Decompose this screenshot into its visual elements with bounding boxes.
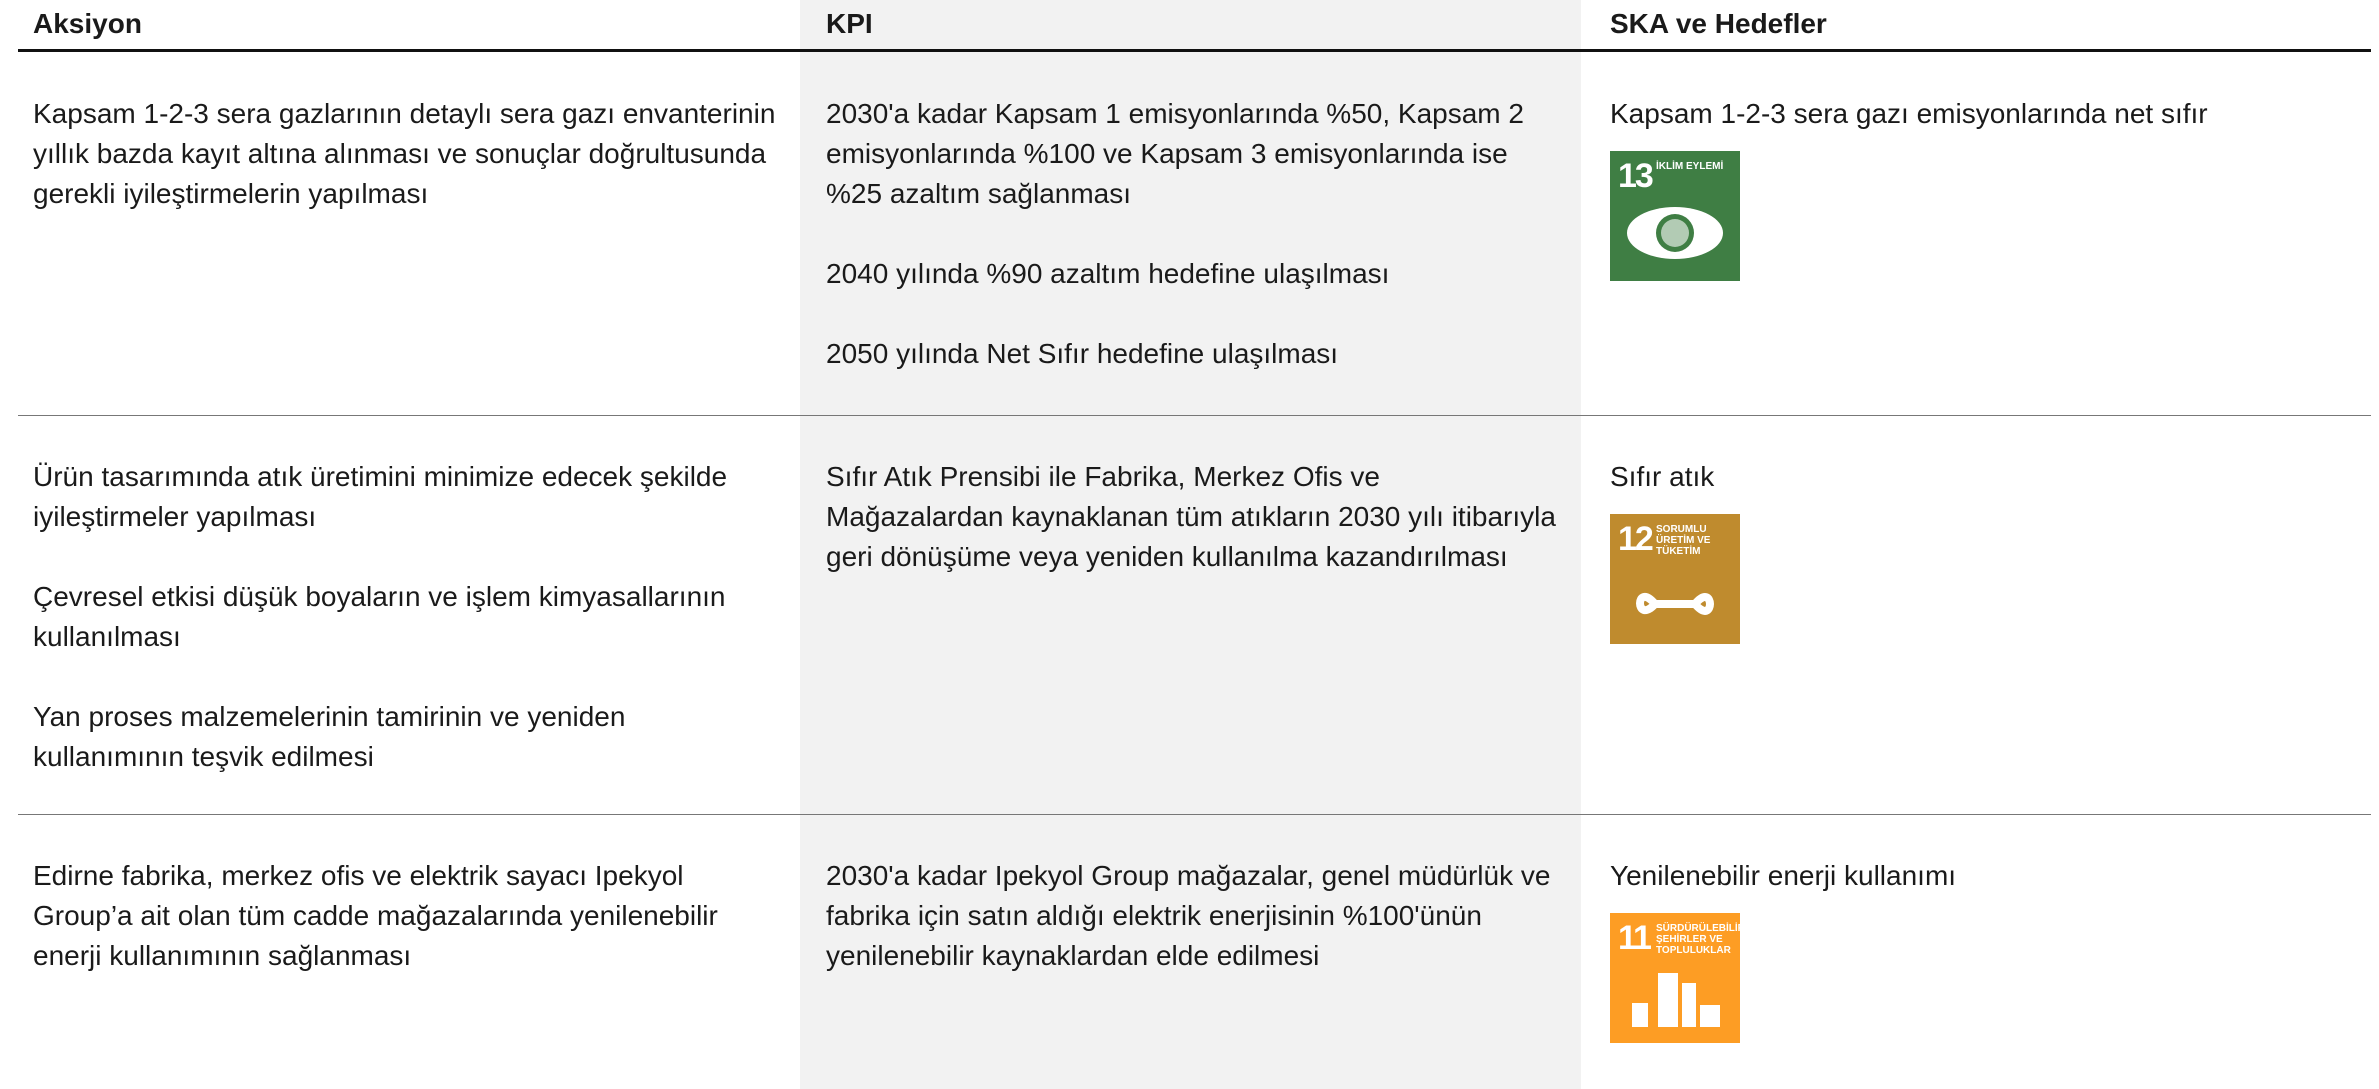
sdg-number: 11: [1618, 919, 1652, 957]
sdg-label: SORUMLU ÜRETİM VE TÜKETİM: [1656, 524, 1711, 557]
kpi-text: 2050 yılında Net Sıfır hedefine ulaşılma…: [826, 338, 1339, 369]
column-header: KPI: [826, 8, 873, 39]
action-cell: Ürün tasarımında atık üretimini minimize…: [33, 457, 783, 817]
column-header: SKA ve Hedefler: [1610, 8, 1827, 39]
kpi-cell: 2030'a kadar Ipekyol Group mağazalar, ge…: [826, 856, 1556, 1016]
kpi-text: 2030'a kadar Ipekyol Group mağazalar, ge…: [826, 860, 1551, 971]
kpi-text: 2040 yılında %90 azaltım hedefine ulaşıl…: [826, 258, 1390, 289]
kpi-column-background: [800, 0, 1581, 1089]
kpi-cell: Sıfır Atık Prensibi ile Fabrika, Merkez …: [826, 457, 1556, 617]
action-text: Çevresel etkisi düşük boyaların ve işlem…: [33, 581, 726, 652]
sdg-icon: 13 İKLİM EYLEMİ: [1610, 151, 1740, 281]
column-header: Aksiyon: [33, 8, 142, 39]
action-text: Ürün tasarımında atık üretimini minimize…: [33, 461, 728, 532]
action-cell: Kapsam 1-2-3 sera gazlarının detaylı ser…: [33, 94, 783, 254]
header-rule: [18, 49, 2371, 52]
sdg-text: Yenilenebilir enerji kullanımı: [1610, 860, 1957, 891]
kpi-cell: 2030'a kadar Kapsam 1 emisyonlarında %50…: [826, 94, 1556, 414]
row-rule: [18, 814, 2371, 815]
kpi-text: Sıfır Atık Prensibi ile Fabrika, Merkez …: [826, 461, 1556, 572]
sdg-label: İKLİM EYLEMİ: [1656, 161, 1724, 172]
action-text: Edirne fabrika, merkez ofis ve elektrik …: [33, 860, 718, 971]
action-cell: Edirne fabrika, merkez ofis ve elektrik …: [33, 856, 783, 1016]
sdg-text: Sıfır atık: [1610, 461, 1715, 492]
action-text: Kapsam 1-2-3 sera gazlarının detaylı ser…: [33, 98, 776, 209]
sdg-number: 13: [1618, 157, 1654, 195]
sdg-number: 12: [1618, 520, 1654, 558]
sdg-icon-art: [1636, 593, 1714, 615]
sdg-text: Kapsam 1-2-3 sera gazı emisyonlarında ne…: [1610, 98, 2208, 129]
sdg-icon-art: [1627, 207, 1723, 259]
action-text: Yan proses malzemelerinin tamirinin ve y…: [33, 701, 626, 772]
sdg-icon: 12 SORUMLU ÜRETİM VE TÜKETİM: [1610, 514, 1740, 644]
kpi-text: 2030'a kadar Kapsam 1 emisyonlarında %50…: [826, 98, 1524, 209]
row-rule: [18, 415, 2371, 416]
sdg-label: SÜRDÜRÜLEBİLİR ŞEHİRLER VE TOPLULUKLAR: [1656, 923, 1745, 956]
sdg-icon-art: [1632, 973, 1720, 1027]
sdg-icon: 11 SÜRDÜRÜLEBİLİR ŞEHİRLER VE TOPLULUKLAR: [1610, 913, 1745, 1043]
